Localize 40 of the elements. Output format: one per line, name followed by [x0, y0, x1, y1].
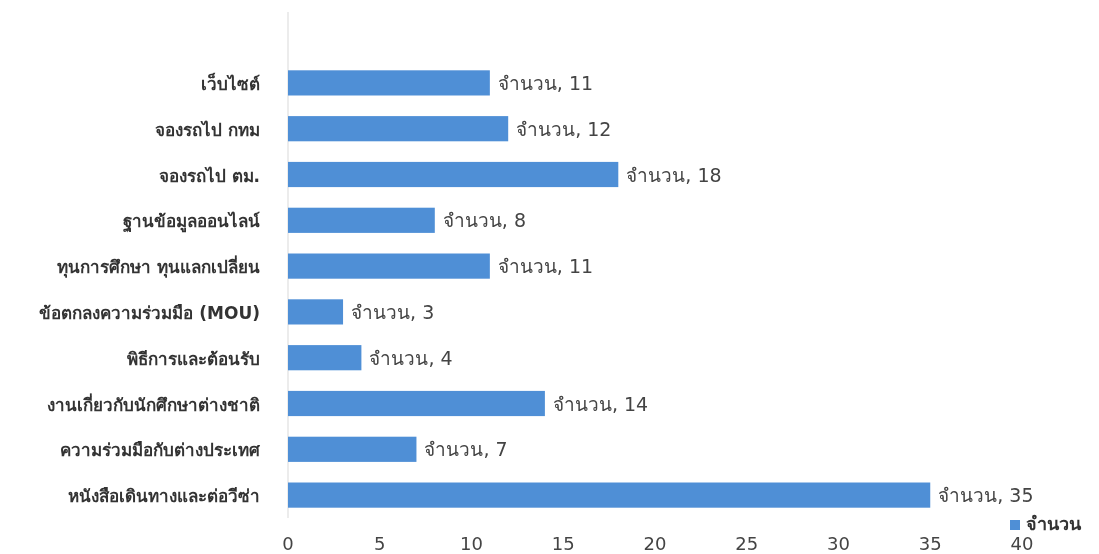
data-label: จำนวน, 4: [369, 346, 453, 369]
data-label: จำนวน, 18: [626, 163, 722, 186]
bar: [288, 253, 490, 279]
bar: [288, 299, 344, 325]
data-label: จำนวน, 11: [497, 71, 594, 94]
y-tick-label: ฐานข้อมูลออนไลน์: [123, 211, 260, 234]
legend-label: จำนวน: [1026, 513, 1082, 534]
y-tick-label: ทุนการศึกษา ทุนแลกเปลี่ยน: [57, 255, 260, 279]
bar: [288, 116, 509, 142]
bar: [288, 207, 435, 233]
data-label: จำนวน, 14: [552, 392, 649, 415]
x-tick-label: 15: [551, 533, 575, 554]
data-label: จำนวน, 3: [351, 300, 435, 323]
y-tick-label: งานเกี่ยวกับนักศึกษาต่างชาติ: [47, 392, 260, 415]
bar: [288, 345, 362, 371]
y-tick-label: จองรถไป กทม: [155, 119, 260, 140]
bar: [288, 390, 545, 417]
bar: [288, 436, 417, 462]
x-tick-label: 0: [282, 533, 294, 554]
x-tick-label: 40: [1010, 533, 1034, 554]
y-tick-label: ข้อตกลงความร่วมมือ (MOU): [39, 302, 260, 323]
x-tick-label: 10: [460, 533, 483, 554]
x-tick-label: 20: [643, 533, 667, 554]
y-tick-label: พิธีการและต้อนรับ: [127, 348, 260, 369]
x-tick-label: 35: [918, 533, 942, 554]
bar: [288, 482, 931, 508]
y-tick-label: จองรถไป ตม.: [158, 165, 260, 186]
y-tick-label: ความร่วมมือกับต่างประเทศ: [60, 440, 261, 461]
x-tick-label: 30: [827, 533, 850, 554]
bar: [288, 70, 490, 96]
x-tick-label: 25: [735, 533, 759, 554]
data-label: จำนวน, 11: [497, 255, 594, 278]
data-label: จำนวน, 7: [424, 438, 508, 461]
data-label: จำนวน, 8: [442, 209, 526, 232]
data-label: จำนวน, 12: [516, 117, 612, 140]
data-label: จำนวน, 35: [938, 484, 1034, 507]
bar: [288, 161, 619, 188]
x-tick-label: 5: [374, 533, 386, 554]
y-tick-label: เว็บไซต์: [201, 71, 260, 94]
y-tick-label: หนังสือเดินทางและต่อวีซ่า: [68, 486, 260, 507]
